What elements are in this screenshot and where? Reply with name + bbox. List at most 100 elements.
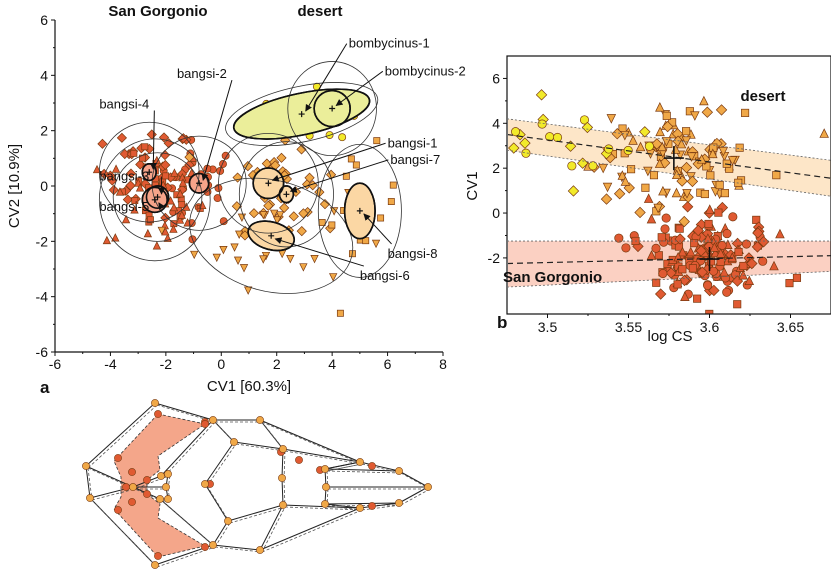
panel-b-axes: 3.5 3.55 3.6 3.65 -2 0 2 4 6	[488, 55, 831, 335]
data-point-desert-bangsi	[623, 182, 635, 194]
data-point-desert-bangsi	[671, 187, 682, 198]
data-point-bangsi-5	[178, 178, 188, 187]
data-point-bangsi-5	[169, 224, 178, 233]
landmark-desert	[209, 416, 217, 424]
landmark-san-gorgonio	[368, 502, 376, 510]
data-point-bangsi-7	[279, 202, 290, 213]
data-point-desert-bangsi	[720, 189, 729, 198]
landmark-desert	[157, 472, 165, 480]
data-point-bangsi-7	[288, 211, 299, 222]
data-point-bangsi-6	[272, 216, 282, 225]
data-point-desert-bombycinus	[519, 137, 531, 149]
data-point-bangsi-5	[175, 215, 185, 224]
data-point-desert-bangsi	[715, 104, 728, 116]
wireframe-edge-dashed	[326, 505, 363, 511]
data-point-san-gorgonio	[704, 219, 713, 229]
wireframe-edge	[212, 544, 261, 551]
data-point-bangsi-4	[116, 132, 128, 143]
wireframe-edge-dashed	[161, 500, 216, 548]
data-point-bangsi-4	[178, 133, 189, 144]
ellipse-outer-bombycinus-1	[225, 82, 379, 147]
data-point-san-gorgonio	[680, 291, 690, 301]
data-point-bangsi-8	[387, 198, 395, 206]
panel-b-x-tick-label: 3.5	[538, 319, 558, 335]
ellipse-outer-bangsi-8	[317, 143, 402, 278]
panel-a-x-tick-label: 6	[384, 356, 392, 372]
data-point-san-gorgonio	[646, 250, 657, 260]
wireframe-edge	[212, 520, 229, 546]
panel-b-points	[508, 89, 829, 314]
landmark-desert	[322, 483, 330, 491]
panel-a-y-tick-label: -4	[36, 289, 49, 305]
panel-a-x-tick-label: 4	[328, 356, 336, 372]
data-point-desert-bangsi	[602, 182, 613, 193]
data-point-bangsi-2	[213, 194, 222, 203]
landmark-san-gorgonio	[143, 490, 151, 498]
data-point-bangsi-5	[102, 235, 112, 245]
data-point-bangsi-5	[92, 164, 102, 174]
landmark-desert	[321, 465, 329, 473]
data-point-san-gorgonio	[722, 229, 732, 239]
landmark-san-gorgonio	[114, 506, 122, 514]
landmark-desert	[424, 483, 432, 491]
data-point-san-gorgonio	[739, 261, 748, 271]
data-point-desert-bangsi	[700, 189, 709, 199]
data-point-desert-bangsi	[819, 128, 829, 138]
data-point-san-gorgonio	[734, 247, 743, 257]
data-point-san-gorgonio	[665, 267, 677, 279]
wireframe-edge	[324, 461, 361, 470]
data-point-san-gorgonio	[685, 246, 696, 257]
data-point-bangsi-5	[170, 168, 179, 177]
data-point-san-gorgonio	[678, 265, 687, 274]
wireframe-edge-dashed	[214, 546, 263, 553]
data-point-san-gorgonio	[728, 212, 738, 222]
data-point-desert-bangsi	[661, 137, 672, 147]
ellipse-outer-bangsi-7	[238, 141, 334, 248]
data-point-bangsi-5	[169, 202, 179, 212]
centroid-bangsi-7	[283, 191, 290, 198]
panel-a-y-tick-label: 2	[40, 123, 48, 139]
wireframe-edge	[282, 504, 361, 509]
centroid-bangsi-2	[196, 180, 203, 187]
wireframe-edge-dashed	[261, 506, 286, 553]
data-point-desert-bangsi	[727, 156, 738, 166]
data-point-san-gorgonio	[658, 268, 668, 279]
landmark-desert	[209, 541, 217, 549]
data-point-bangsi-4	[160, 159, 171, 171]
data-point-san-gorgonio	[654, 288, 667, 300]
wireframe-edge	[359, 461, 400, 472]
data-point-bangsi-5	[130, 205, 139, 214]
confidence-bound-upper-desert	[508, 118, 831, 161]
data-point-san-gorgonio	[744, 275, 755, 285]
ellipse-inner-outline-bangsi-6	[247, 220, 296, 252]
data-point-bangsi-4	[125, 168, 137, 179]
landmark-desert	[279, 501, 287, 509]
data-point-bangsi-6	[190, 250, 199, 260]
data-point-san-gorgonio	[746, 257, 758, 270]
data-point-bangsi-6	[329, 273, 338, 282]
wireframe-edge-dashed	[91, 488, 136, 501]
data-point-desert-bangsi	[606, 114, 617, 124]
ellipse-outer-bangsi-6	[189, 177, 354, 294]
wireframe-edge-dashed	[326, 488, 329, 507]
data-point-san-gorgonio	[693, 294, 702, 303]
data-point-bombycinus-2	[338, 133, 347, 142]
data-point-bangsi-6	[157, 226, 166, 236]
data-point-san-gorgonio	[674, 233, 686, 245]
data-point-bangsi-6	[275, 211, 285, 220]
leader-arrow-bangsi-7	[289, 159, 389, 193]
ellipse-outer-bangsi-2	[151, 135, 247, 231]
panel-a: bangsi-2 bangsi-4 bangsi-3 bangsi-5 bombycin…	[6, 3, 466, 397]
data-point-desert-bangsi	[611, 128, 623, 140]
data-point-san-gorgonio	[675, 224, 684, 233]
leader-arrow-bangsi-8	[363, 213, 392, 245]
ellipse-inner-outline-bangsi-3	[145, 185, 170, 209]
landmark-san-gorgonio	[201, 420, 209, 428]
wireframe-edge	[259, 504, 284, 551]
data-point-desert-bangsi	[772, 171, 781, 180]
data-point-desert-bangsi	[662, 111, 671, 120]
data-point-bangsi-3	[131, 197, 139, 204]
data-point-bangsi-5	[115, 187, 125, 196]
wireframe-edge	[359, 502, 400, 509]
data-point-desert-bombycinus	[604, 144, 614, 154]
